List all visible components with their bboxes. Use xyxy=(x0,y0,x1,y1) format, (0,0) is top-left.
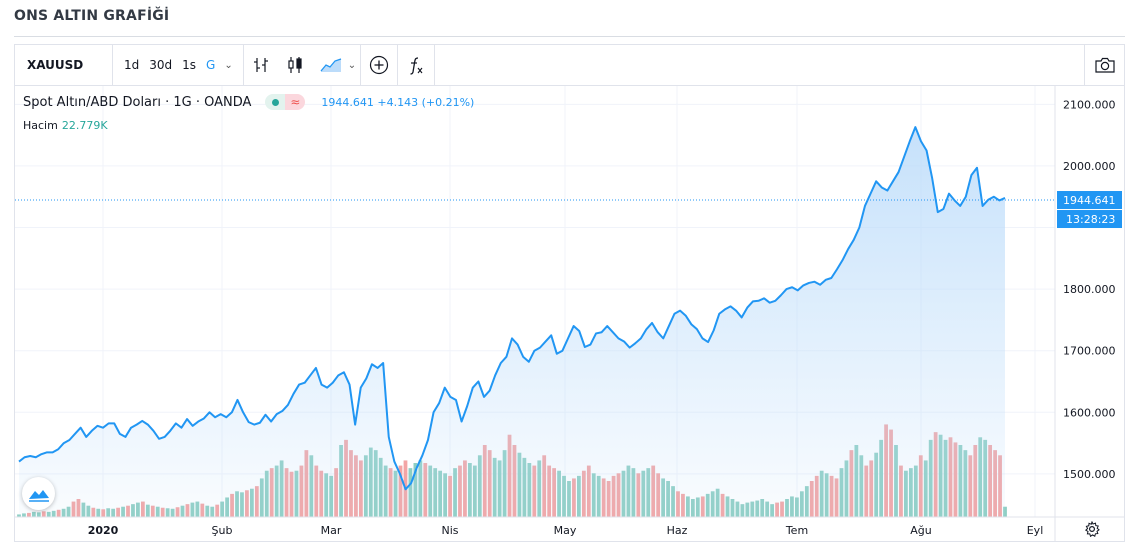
symbol-search-button[interactable]: XAUUSD xyxy=(15,45,113,85)
toolbar-divider xyxy=(360,45,362,85)
page-title: ONS ALTIN GRAFİĞİ xyxy=(14,8,170,24)
last-price-change: 1944.641 +4.143 (+0.21%) xyxy=(321,95,475,109)
time-axis-label: 2020 xyxy=(88,524,119,537)
time-axis-label: Şub xyxy=(212,524,233,537)
market-open-icon xyxy=(265,94,286,110)
price-axis-label: 1600.000 xyxy=(1063,406,1116,419)
candlestick-icon xyxy=(288,57,302,73)
volume-label: Hacim xyxy=(23,119,58,132)
interval-1d[interactable]: 1d xyxy=(124,58,140,72)
time-axis-label: May xyxy=(554,524,577,537)
toolbar-divider xyxy=(397,45,399,85)
function-icon xyxy=(410,57,423,75)
volume-bar xyxy=(1003,506,1007,517)
chart-settings-button[interactable] xyxy=(1059,517,1124,541)
bar-chart-icon xyxy=(253,58,268,72)
add-indicator-icon xyxy=(370,55,389,75)
time-axis-label: Nis xyxy=(441,524,458,537)
price-axis-label: 2000.000 xyxy=(1063,160,1116,173)
scroll-to-latest-icon xyxy=(28,489,49,502)
countdown-tag xyxy=(1057,210,1122,229)
chart-widget: XAUUSD 1d 30d 1s G ⌄ ⌄ 2100. xyxy=(14,44,1125,542)
price-axis-label: 1500.000 xyxy=(1063,468,1116,481)
area-chart-button[interactable] xyxy=(312,45,344,85)
chevron-down-icon[interactable]: ⌄ xyxy=(347,59,357,71)
add-indicator-button[interactable] xyxy=(361,45,397,85)
delayed-data-icon: ≈ xyxy=(285,94,306,110)
current-price-tag xyxy=(1057,191,1122,210)
chevron-down-icon[interactable]: ⌄ xyxy=(224,59,233,71)
go-to-realtime-button[interactable] xyxy=(22,477,55,510)
title-divider xyxy=(14,36,1125,37)
price-line xyxy=(18,126,1006,491)
current-price-label: 1944.641 xyxy=(1063,194,1116,207)
countdown-label: 13:28:23 xyxy=(1066,213,1115,226)
volume-legend: Hacim 22.779K xyxy=(23,119,108,132)
interval-30d[interactable]: 30d xyxy=(149,58,173,72)
interval-1s[interactable]: 1s xyxy=(182,58,197,72)
time-axis-label: Haz xyxy=(667,524,688,537)
chart-toolbar: XAUUSD 1d 30d 1s G ⌄ ⌄ xyxy=(15,45,1124,86)
function-button[interactable] xyxy=(398,45,434,85)
time-axis-label: Mar xyxy=(321,524,342,537)
price-chart[interactable]: 2100.000 2000.000 1800.000 1700.000 1600.000… xyxy=(15,86,1124,542)
series-title: Spot Altın/ABD Doları · 1G · OANDA xyxy=(23,94,252,110)
time-axis-label: Eyl xyxy=(1027,524,1044,537)
interval-g[interactable]: G xyxy=(206,58,216,72)
interval-selector: 1d 30d 1s G ⌄ xyxy=(113,45,244,85)
snapshot-button[interactable] xyxy=(1084,45,1124,85)
time-axis-label: Ağu xyxy=(910,524,931,537)
market-status-pill[interactable]: ≈ xyxy=(265,94,306,110)
bar-chart-button[interactable] xyxy=(244,45,278,85)
camera-icon xyxy=(1094,57,1115,73)
toolbar-divider xyxy=(434,45,436,85)
area-chart-icon xyxy=(320,58,341,72)
price-axis-label: 1700.000 xyxy=(1063,345,1116,358)
price-axis-label: 2100.000 xyxy=(1063,98,1116,111)
candlestick-button[interactable] xyxy=(278,45,312,85)
price-axis-label: 1800.000 xyxy=(1063,283,1116,296)
volume-value: 22.779K xyxy=(61,119,108,132)
series-legend: Spot Altın/ABD Doları · 1G · OANDA ≈ 194… xyxy=(23,94,474,110)
price-area xyxy=(19,127,1005,518)
time-axis-label: Tem xyxy=(785,524,808,537)
symbol-label: XAUUSD xyxy=(27,58,84,72)
gear-icon xyxy=(1084,521,1100,537)
